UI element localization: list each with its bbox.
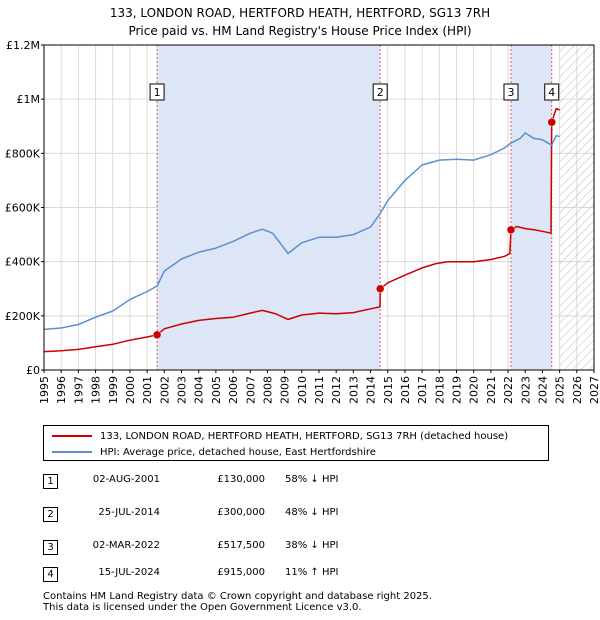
x-tick-label: 1996 xyxy=(55,376,68,404)
sale-date: 25-JUL-2014 xyxy=(98,507,160,518)
sale-label: 1 xyxy=(154,86,161,99)
sale-label-box xyxy=(149,83,165,101)
sale-label-box xyxy=(503,83,519,101)
sale-date: 15-JUL-2024 xyxy=(98,567,160,578)
sale-hpi-change: 58% ↓ HPI xyxy=(285,474,339,485)
legend-item-hpi: HPI: Average price, detached house, East… xyxy=(52,444,376,460)
sale-badge: 3 xyxy=(43,540,58,555)
sale-badge: 2 xyxy=(43,507,58,522)
sale-price: £300,000 xyxy=(217,507,265,518)
x-tick-label: 1997 xyxy=(72,376,85,404)
legend-label-hpi: HPI: Average price, detached house, East… xyxy=(100,446,376,458)
sale-markers: 1 2 3 4 xyxy=(149,83,560,340)
sale-label-box xyxy=(544,83,560,101)
legend: 133, LONDON ROAD, HERTFORD HEATH, HERTFO… xyxy=(43,425,549,461)
x-tick-label: 2007 xyxy=(244,376,257,404)
footer: Contains HM Land Registry data © Crown c… xyxy=(43,591,432,613)
x-tick-label: 2009 xyxy=(279,376,292,404)
sale-hpi-change: 38% ↓ HPI xyxy=(285,540,339,551)
x-tick-label: 1999 xyxy=(107,376,120,404)
x-tick-label: 2019 xyxy=(451,376,464,404)
y-tick-label: £600K xyxy=(5,202,41,215)
sale-hpi-change: 11% ↑ HPI xyxy=(285,567,339,578)
y-tick-label: £200K xyxy=(5,310,41,323)
sale-badge: 4 xyxy=(43,567,58,582)
sale-point xyxy=(547,117,556,127)
x-tick-label: 2013 xyxy=(347,376,360,404)
sale-price: £517,500 xyxy=(217,540,265,551)
y-tick-label: £800K xyxy=(5,147,41,160)
x-tick-label: 2023 xyxy=(519,376,532,404)
x-tick-label: 2025 xyxy=(554,376,567,404)
x-tick-label: 2000 xyxy=(124,376,137,404)
x-tick-label: 2018 xyxy=(433,376,446,404)
y-tick-label: £0 xyxy=(26,364,40,377)
legend-label-property: 133, LONDON ROAD, HERTFORD HEATH, HERTFO… xyxy=(100,430,509,442)
x-tick-label: 2021 xyxy=(485,376,498,404)
legend-item-property: 133, LONDON ROAD, HERTFORD HEATH, HERTFO… xyxy=(52,428,508,444)
chart-title-line2: Price paid vs. HM Land Registry's House … xyxy=(128,24,472,38)
x-tick-label: 2016 xyxy=(399,376,412,404)
y-tick-label: £1.2M xyxy=(6,39,40,52)
x-tick-label: 2004 xyxy=(193,376,206,404)
sale-label: 4 xyxy=(548,86,555,99)
x-tick-label: 2005 xyxy=(210,376,223,404)
x-tick-label: 2015 xyxy=(382,376,395,404)
y-tick-label: £1M xyxy=(17,93,41,106)
legend-swatch-hpi xyxy=(52,451,92,453)
x-tick-label: 1995 xyxy=(38,376,51,404)
sale-row: 4 15-JUL-2024 £915,000 11% ↑ HPI xyxy=(0,567,600,587)
sale-date: 02-MAR-2022 xyxy=(92,540,160,551)
sale-point xyxy=(506,225,516,235)
x-tick-label: 2006 xyxy=(227,376,240,404)
x-tick-label: 2014 xyxy=(365,376,378,404)
sale-row: 1 02-AUG-2001 £130,000 58% ↓ HPI xyxy=(0,474,600,494)
shaded-periods xyxy=(156,45,594,370)
price-chart: 1 2 3 4 £0 £200K £400K £600K £800K £1M £1.2M 1995 1… xyxy=(5,39,600,404)
x-tick-label: 2011 xyxy=(313,376,326,404)
sale-hpi-change: 48% ↓ HPI xyxy=(285,507,339,518)
sale-label: 3 xyxy=(507,86,514,99)
sale-price: £915,000 xyxy=(217,567,265,578)
chart-title: 133, LONDON ROAD, HERTFORD HEATH, HERTFO… xyxy=(0,4,600,40)
shaded-period xyxy=(157,45,381,370)
y-tick-label: £400K xyxy=(5,256,41,269)
sale-badge: 1 xyxy=(43,474,58,489)
x-tick-label: 2003 xyxy=(176,376,189,404)
hpi-line xyxy=(44,132,560,331)
x-tick-label: 1998 xyxy=(90,376,103,404)
chart-title-line1: 133, LONDON ROAD, HERTFORD HEATH, HERTFO… xyxy=(109,6,491,20)
sale-label: 2 xyxy=(377,86,384,99)
x-tick-label: 2027 xyxy=(588,376,600,404)
x-tick-label: 2017 xyxy=(416,376,429,404)
footer-copyright: Contains HM Land Registry data © Crown c… xyxy=(43,591,432,602)
sale-point xyxy=(152,330,162,340)
axes: £0 £200K £400K £600K £800K £1M £1.2M 1995 1996 19… xyxy=(5,39,600,404)
x-tick-label: 2001 xyxy=(141,376,154,404)
x-tick-label: 2008 xyxy=(261,376,274,404)
sale-price: £130,000 xyxy=(217,474,265,485)
x-tick-label: 2010 xyxy=(296,376,309,404)
sale-row: 3 02-MAR-2022 £517,500 38% ↓ HPI xyxy=(0,540,600,560)
x-tick-label: 2020 xyxy=(468,376,481,404)
sale-label-box xyxy=(372,83,388,101)
x-tick-label: 2002 xyxy=(158,376,171,404)
footer-licence: This data is licensed under the Open Gov… xyxy=(43,602,362,613)
sale-date: 02-AUG-2001 xyxy=(92,474,160,485)
sale-point xyxy=(375,284,385,293)
x-tick-label: 2026 xyxy=(571,376,584,404)
x-tick-label: 2024 xyxy=(536,376,549,404)
legend-swatch-property xyxy=(52,435,92,437)
x-tick-label: 2022 xyxy=(502,376,515,404)
forecast-hatch xyxy=(559,45,594,370)
sale-row: 2 25-JUL-2014 £300,000 48% ↓ HPI xyxy=(0,507,600,527)
x-tick-label: 2012 xyxy=(330,376,343,404)
